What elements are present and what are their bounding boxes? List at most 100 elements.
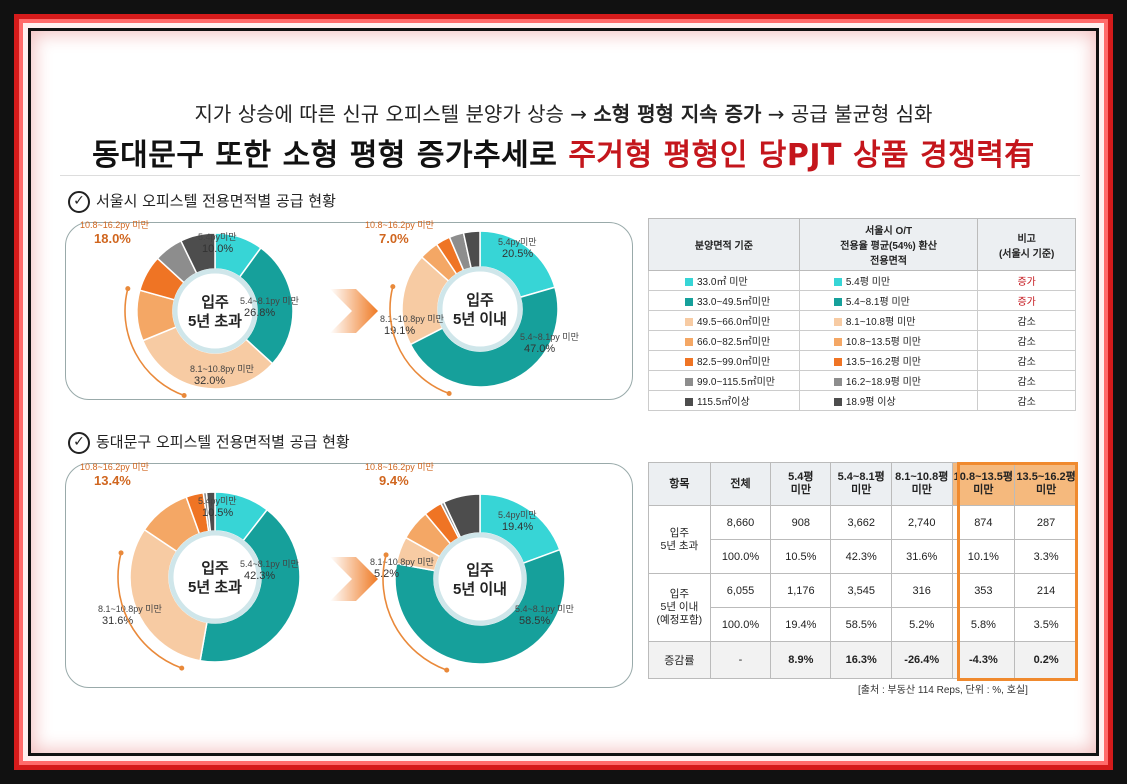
section2-title-text: 동대문구 오피스텔 전용면적별 공급 현황 xyxy=(96,433,350,451)
table-cell: 66.0~82.5㎡미만 xyxy=(648,330,800,351)
header-line: 서울시 O/T xyxy=(865,226,913,237)
table-cell: 42.3% xyxy=(830,539,892,574)
table-cell: 2,740 xyxy=(890,505,953,540)
arc-end xyxy=(179,665,185,671)
table-header-row: 분양면적 기준 서울시 O/T 전용율 평균(54%) 환산 전용면적 비고 (서울시… xyxy=(648,218,1076,271)
table-cell: -26.4% xyxy=(890,641,953,679)
table-cell: 16.3% xyxy=(830,641,892,679)
section2-title: ✓ 동대문구 오피스텔 전용면적별 공급 현황 xyxy=(68,431,350,454)
header-line: 전용율 평균(54%) 환산 xyxy=(840,241,937,252)
row-group-label: 입주 5년 이내 (예정포함) xyxy=(648,573,711,642)
legend-swatch xyxy=(833,318,842,327)
legend-swatch xyxy=(685,358,693,367)
table-cell: 58.5% xyxy=(830,607,892,642)
table-cell: 13.5~16.2평 미만 xyxy=(798,350,979,371)
table-cell: 8,660 xyxy=(709,505,772,540)
cell-text: 8.1~10.8평 미만 xyxy=(845,317,916,328)
slide: 지가 상승에 따른 신규 오피스텔 분양가 상승 → 소형 평형 지속 증가 →… xyxy=(40,40,1087,745)
table-cell: 증가 xyxy=(977,290,1076,311)
table-cell: 8.9% xyxy=(770,641,832,679)
table-cell: 33.0~49.5㎡미만 xyxy=(648,290,800,311)
table-row: 100.0% 19.4% 58.5% 5.2% 5.8% 3.5% xyxy=(649,607,1078,642)
table-cell: 감소 xyxy=(977,310,1076,331)
data-label-name: 8.1~10.8py 미만 xyxy=(370,557,434,567)
center-label: 5년 초과 xyxy=(188,579,242,596)
table-row: 82.5~99.0㎡미만 13.5~16.2평 미만 감소 xyxy=(648,350,1076,371)
data-label-name: 5.4py미만 xyxy=(498,510,537,520)
main-title-red: 주거형 평형인 당PJT 상품 경쟁력有 xyxy=(568,138,1035,173)
cell-text: 115.5㎡이상 xyxy=(697,397,750,408)
subtitle-line: 지가 상승에 따른 신규 오피스텔 분양가 상승 → 소형 평형 지속 증가 →… xyxy=(40,98,1087,127)
cell-text: 5.4~8.1평 미만 xyxy=(845,297,910,308)
data-label-value: 31.6% xyxy=(102,615,133,627)
data-label-name: 5.4~8.1py 미만 xyxy=(240,559,299,569)
data-label-name: 5.4~8.1py 미만 xyxy=(520,332,579,342)
table-row: 33.0~49.5㎡미만 5.4~8.1평 미만 증가 xyxy=(648,290,1076,311)
data-label-name: 5.4py미만 xyxy=(198,496,237,506)
table-cell: 908 xyxy=(770,505,832,540)
cell-text: 49.5~66.0㎡미만 xyxy=(697,317,771,328)
table-row: 입주 5년 초과 8,660 908 3,662 2,740 874 287 xyxy=(648,505,1078,574)
cell-text: 99.0~115.5㎡미만 xyxy=(697,377,775,388)
data-label-value: 19.1% xyxy=(384,325,415,337)
cell-text: 33.0~49.5㎡미만 xyxy=(697,297,771,308)
table-cell: 33.0㎡ 미만 xyxy=(648,270,800,291)
data-label-value: 42.3% xyxy=(244,570,275,582)
center-label: 입주 xyxy=(466,562,494,579)
bracket-label: 10.8~16.2py 미만 xyxy=(365,462,434,472)
table-cell: - xyxy=(709,641,772,679)
table-cell: 214 xyxy=(1014,573,1078,608)
table-cell: 5.4평 미만 xyxy=(798,270,979,291)
data-label-value: 58.5% xyxy=(519,615,550,627)
table-cell: 31.6% xyxy=(890,539,953,574)
arc-end xyxy=(383,552,389,558)
source-note: [출처 : 부동산 114 Reps, 단위 : %, 호실] xyxy=(858,685,1028,696)
data-label-value: 26.8% xyxy=(244,307,275,319)
table-row: 증감률 -8.9% 16.3% -26.4% -4.3% 0.2% xyxy=(648,641,1078,679)
table-cell: -4.3% xyxy=(951,641,1016,679)
bracket-label: 10.8~16.2py 미만 xyxy=(80,220,149,230)
table-row: 100.0% 10.5% 42.3% 31.6% 10.1% 3.3% xyxy=(649,539,1078,574)
arc-end xyxy=(390,284,396,290)
bracket-arc xyxy=(382,554,448,671)
table-cell: 316 xyxy=(890,573,953,608)
bracket-arc xyxy=(124,288,185,397)
table-body: 33.0㎡ 미만 5.4평 미만 증가 33.0~49.5㎡미만 5.4~8.1평 미만… xyxy=(648,270,1076,411)
cell-text: 33.0㎡ 미만 xyxy=(697,277,748,288)
table-cell: 10.8~13.5평 미만 xyxy=(798,330,979,351)
data-label-name: 5.4py미만 xyxy=(498,237,537,247)
section1-title: ✓ 서울시 오피스텔 전용면적별 공급 현황 xyxy=(68,190,336,213)
table-row: 115.5㎡이상 18.9평 이상 감소 xyxy=(648,390,1076,411)
cell-text: 82.5~99.0㎡미만 xyxy=(697,357,771,368)
data-label-name: 8.1~10.8py 미만 xyxy=(380,314,444,324)
table-header: 항목 xyxy=(648,462,711,506)
table-cell: 82.5~99.0㎡미만 xyxy=(648,350,800,371)
main-title-black: 동대문구 또한 소형 평형 증가추세로 xyxy=(92,138,569,173)
data-label-value: 32.0% xyxy=(194,375,225,387)
table-header: 8.1~10.8평 미만 xyxy=(890,462,953,506)
bracket-value: 18.0% xyxy=(94,231,131,246)
table-cell: 16.2~18.9평 미만 xyxy=(798,370,979,391)
legend-swatch xyxy=(685,338,693,347)
table-cell: 18.9평 이상 xyxy=(798,390,979,411)
dongdaemun-supply-table: 항목 전체 5.4평 미만 5.4~8.1평 미만 8.1~10.8평 미만 10.8~13.5… xyxy=(648,462,1078,679)
table-cell: 115.5㎡이상 xyxy=(648,390,800,411)
table-body: 입주 5년 초과 8,660 908 3,662 2,740 874 287 100.0% 10.… xyxy=(648,505,1078,679)
bracket-arc xyxy=(117,552,183,669)
table-header: 전체 xyxy=(709,462,772,506)
legend-swatch xyxy=(685,378,693,387)
center-label: 5년 초과 xyxy=(188,313,242,330)
cell-text: 10.8~13.5평 미만 xyxy=(845,337,921,348)
table-cell: 3.3% xyxy=(1014,539,1078,574)
table-cell: 3,545 xyxy=(830,573,892,608)
table-cell: 감소 xyxy=(977,350,1076,371)
table-cell: 19.4% xyxy=(770,607,832,642)
donut-hole xyxy=(437,266,523,352)
table-cell: 99.0~115.5㎡미만 xyxy=(648,370,800,391)
header-line: (서울시 기준) xyxy=(998,248,1055,260)
